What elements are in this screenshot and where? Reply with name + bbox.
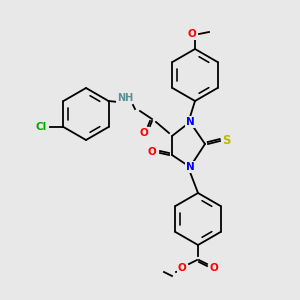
Text: S: S bbox=[222, 134, 230, 148]
Text: N: N bbox=[186, 117, 194, 127]
Text: Cl: Cl bbox=[36, 122, 47, 132]
Text: O: O bbox=[178, 263, 186, 273]
Text: O: O bbox=[148, 147, 156, 157]
Text: N: N bbox=[186, 162, 194, 172]
Text: O: O bbox=[188, 29, 196, 39]
Text: O: O bbox=[140, 128, 148, 138]
Text: NH: NH bbox=[117, 93, 133, 103]
Text: O: O bbox=[210, 263, 218, 273]
